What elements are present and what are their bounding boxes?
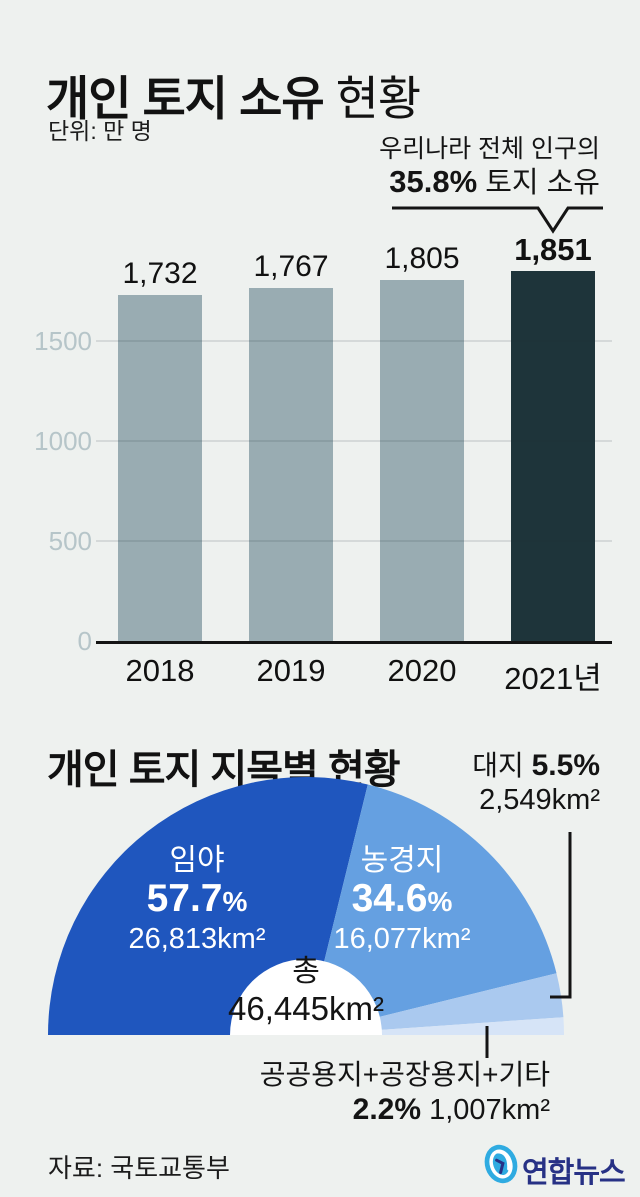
section2-title: 개인 토지 지목별 현황: [47, 748, 401, 793]
annotation-line2: 35.8% 토지 소유: [389, 164, 600, 199]
x-axis-label: 2020: [387, 653, 457, 688]
gridline: [96, 340, 612, 342]
x-axis-label: 2018: [125, 653, 195, 688]
total-value: 46,445km²: [228, 990, 384, 1027]
yonhap-logo-text: 연합뉴스: [522, 1157, 626, 1189]
slice-area: 16,077km²: [333, 923, 471, 955]
annotation-pointer-line: [392, 206, 603, 234]
slice-percent-area: 2.2% 1,007km²: [352, 1093, 550, 1126]
slice-name: 임야: [169, 844, 225, 877]
annotation-line1: 우리나라 전체 인구의: [379, 135, 600, 163]
total-label: 총: [292, 955, 320, 988]
slice-name-percent: 대지 5.5%: [472, 749, 600, 782]
bar-2018: [118, 295, 202, 641]
slice-percent: 57.7%: [146, 877, 248, 920]
slice-label-public-etc: 공공용지+공장용지+기타 2.2% 1,007km²: [260, 1058, 550, 1128]
slice-area: 2,549km²: [479, 784, 600, 816]
data-source: 자료: 국토교통부: [48, 1153, 230, 1183]
y-tick-label: 1500: [34, 326, 92, 356]
bar-2020: [380, 280, 464, 641]
population-share-annotation: 우리나라 전체 인구의 35.8% 토지 소유: [379, 134, 600, 201]
bar-value-label: 1,732: [122, 257, 198, 290]
slice-label-building-land: 대지 5.5% 2,549km²: [472, 748, 600, 817]
bar-2021년: [511, 271, 595, 641]
page-title-strong: 개인 토지 소유: [46, 72, 325, 126]
donut-center-total: 총 46,445km²: [206, 953, 406, 1027]
bar-value-label: 1,851: [514, 232, 592, 267]
y-tick-label: 500: [48, 526, 92, 556]
bar-value-label: 1,805: [384, 242, 460, 275]
page-title-light: 현황: [323, 72, 421, 126]
slice-name: 농경지: [360, 844, 444, 877]
yonhap-logo: 연합뉴스: [482, 1141, 632, 1189]
bar-chart-plot: 1,732 2018 1,767 2019 1,805 2020 1,851 2021년: [96, 234, 612, 696]
gridline: [96, 540, 612, 542]
y-tick-label: 1000: [34, 426, 92, 456]
y-tick-label: 0: [77, 626, 92, 656]
x-axis-label: 2021년: [504, 661, 602, 696]
annotation-percent: 35.8%: [389, 164, 478, 199]
slice-percent: 34.6%: [351, 877, 453, 920]
slice-area: 26,813km²: [128, 923, 266, 955]
daeji-pointer-line: [550, 832, 572, 999]
bar-2019: [249, 288, 333, 641]
bar-value-label: 1,767: [253, 250, 329, 283]
unit-label: 단위: 만 명: [48, 118, 152, 144]
slice-name: 공공용지+공장용지+기타: [259, 1059, 550, 1090]
yonhap-logo-icon: [484, 1144, 518, 1184]
x-axis-label: 2019: [256, 653, 326, 688]
slice-label-farmland: 농경지 34.6% 16,077km²: [302, 844, 502, 956]
page-title: 개인 토지 소유 현황: [46, 71, 421, 127]
gridline: [96, 440, 612, 442]
slice-label-forest: 임야 57.7% 26,813km²: [97, 844, 297, 956]
